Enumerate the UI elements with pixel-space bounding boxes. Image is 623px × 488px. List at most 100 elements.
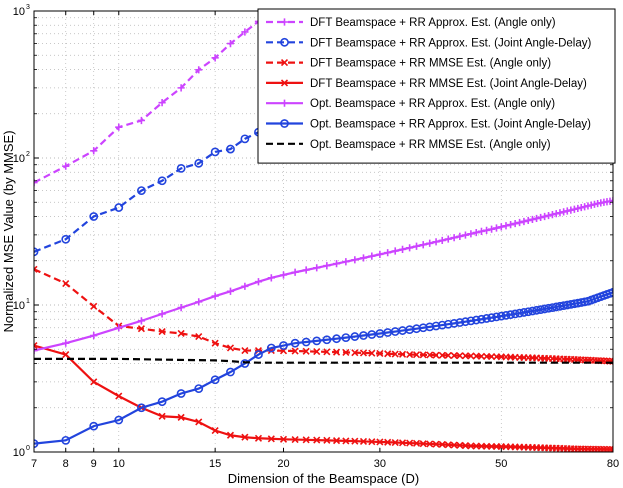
data-point-plus	[541, 212, 549, 221]
data-point-circle	[487, 313, 496, 323]
legend-box	[257, 8, 616, 164]
data-point-plus	[450, 234, 458, 242]
data-point-circle	[322, 335, 332, 345]
data-point-circle	[492, 312, 501, 322]
data-point-circle	[461, 317, 470, 327]
data-point-x	[438, 351, 446, 359]
data-point-plus	[368, 252, 376, 260]
series-line-3	[34, 268, 613, 363]
data-point-plus	[520, 217, 528, 226]
data-point-plus	[567, 206, 575, 214]
data-point-plus	[584, 202, 592, 210]
data-point-x	[90, 302, 98, 310]
data-point-x	[412, 351, 421, 359]
data-point-circle	[608, 287, 613, 297]
data-point-x	[398, 350, 407, 358]
data-point-x	[323, 436, 331, 444]
data-point-circle	[540, 304, 550, 314]
data-point-x	[456, 441, 464, 449]
data-point-circle	[290, 338, 300, 348]
data-point-circle	[482, 314, 491, 323]
legend-entry-5: Opt. Beamspace + RR Approx. Est. (Angle …	[266, 98, 555, 110]
data-point-plus	[351, 256, 359, 264]
data-point-x	[406, 351, 414, 359]
series-5	[34, 197, 613, 355]
data-point-plus	[556, 209, 564, 217]
data-point-x	[432, 351, 440, 359]
data-point-circle	[157, 176, 167, 186]
data-point-plus	[570, 205, 578, 213]
data-point-circle	[501, 310, 511, 320]
legend: DFT Beamspace + RR Approx. Est. (Angle o…	[257, 8, 616, 164]
data-point-plus	[279, 271, 288, 279]
data-point-circle	[226, 367, 235, 377]
legend-label: DFT Beamspace + RR MMSE Est. (Angle only…	[310, 58, 551, 70]
data-point-plus	[456, 232, 464, 240]
data-point-x	[368, 349, 376, 357]
data-point-x	[368, 438, 376, 446]
data-point-circle	[240, 359, 250, 368]
data-point-circle	[359, 331, 368, 340]
x-tick-label: 20	[277, 458, 289, 470]
data-point-x	[291, 436, 299, 444]
data-point-x	[450, 351, 458, 360]
data-point-plus	[62, 162, 70, 170]
data-point-x	[384, 438, 392, 446]
series-7	[34, 357, 613, 364]
legend-label: DFT Beamspace + RR MMSE Est. (Joint Angl…	[310, 78, 587, 90]
data-point-circle	[431, 321, 441, 331]
data-point-circle	[536, 305, 546, 315]
legend-entry-3: DFT Beamspace + RR MMSE Est. (Angle only…	[266, 58, 551, 70]
data-point-plus	[528, 215, 537, 224]
data-point-circle	[532, 305, 541, 315]
data-point-x	[351, 349, 359, 357]
data-point-x	[195, 332, 203, 341]
data-point-plus	[313, 264, 321, 272]
data-point-plus	[552, 210, 560, 218]
data-point-circle	[176, 163, 186, 173]
data-point-plus	[241, 282, 249, 290]
data-point-plus	[609, 197, 613, 205]
data-point-circle	[210, 375, 220, 385]
data-point-plus	[524, 216, 532, 225]
data-point-x	[313, 436, 321, 444]
data-point-plus	[254, 278, 263, 286]
data-point-x	[426, 351, 434, 359]
data-point-plus	[426, 239, 434, 247]
data-point-plus	[560, 208, 568, 216]
data-point-plus	[581, 203, 589, 211]
y-tick-exponent: 2	[26, 151, 30, 158]
data-point-plus	[90, 331, 98, 340]
data-point-circle	[455, 318, 465, 327]
y-axis-label: Normalized MSE Value (by MMSE)	[1, 130, 16, 332]
data-point-plus	[537, 213, 545, 222]
data-point-plus	[137, 317, 146, 325]
data-point-circle	[519, 308, 529, 317]
data-point-plus	[280, 99, 289, 107]
data-point-plus	[158, 310, 166, 318]
legend-entry-2: DFT Beamspace + RR Approx. Est. (Joint A…	[266, 37, 592, 49]
legend-entry-4: DFT Beamspace + RR MMSE Est. (Joint Angl…	[266, 78, 587, 90]
data-point-x	[438, 440, 446, 449]
data-point-circle	[367, 330, 377, 339]
data-point-x	[391, 438, 399, 447]
y-tick-exponent: 3	[26, 4, 30, 11]
data-point-circle	[157, 397, 167, 407]
data-point-plus	[177, 304, 185, 312]
data-point-plus	[158, 99, 166, 107]
legend-label: Opt. Beamspace + RR MMSE Est. (Angle onl…	[310, 139, 551, 151]
data-point-x	[419, 351, 427, 359]
data-point-x	[280, 79, 289, 87]
grid	[34, 11, 613, 452]
data-point-x	[342, 348, 350, 356]
data-point-x	[211, 426, 219, 435]
data-point-x	[241, 433, 249, 441]
data-point-plus	[115, 123, 123, 131]
legend-entry-6: Opt. Beamspace + RR Approx. Est. (Joint …	[266, 119, 591, 131]
data-point-x	[384, 350, 392, 358]
data-point-circle	[266, 343, 276, 353]
data-point-plus	[323, 262, 331, 270]
data-point-x	[254, 434, 263, 442]
data-point-plus	[497, 223, 505, 231]
